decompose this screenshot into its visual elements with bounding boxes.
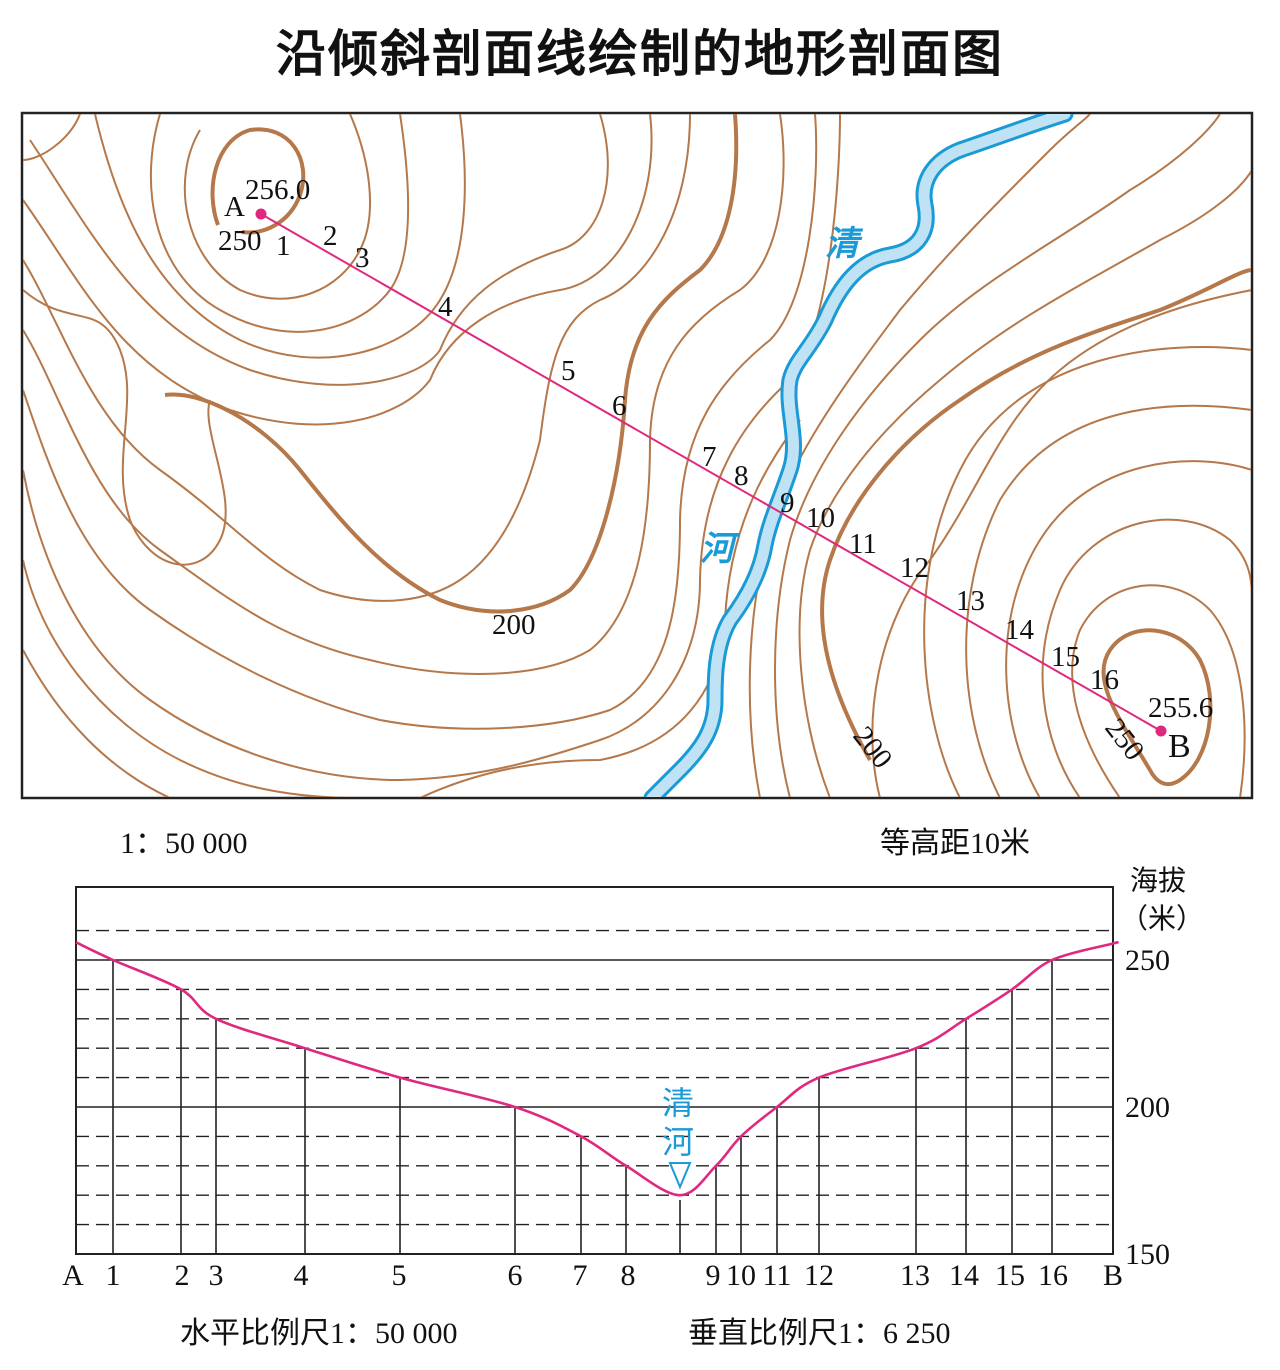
x-label-11: 11 (763, 1259, 792, 1292)
x-label-14: 14 (949, 1259, 979, 1292)
page-title: 沿倾斜剖面线绘制的地形剖面图 (276, 25, 1004, 83)
profile-frame (75, 886, 1114, 1255)
profile-river-label-qing: 清 (662, 1084, 694, 1122)
profile-drop-lines (112, 960, 1053, 1254)
river-label-qing: 清 (825, 224, 864, 264)
contour-line (94, 114, 466, 359)
y-axis-title-line1: 海拔 (1130, 864, 1186, 897)
x-tick-labels: A 1 2 3 4 5 6 7 8 9 10 11 12 13 14 15 16 B (62, 1259, 1123, 1292)
contour-label-200-west: 200 (492, 609, 536, 641)
point-b-marker (1155, 725, 1167, 737)
contour-line (23, 114, 653, 426)
contour-line (23, 114, 81, 161)
point-b-elevation: 255.6 (1148, 692, 1213, 724)
section-point-12: 12 (900, 552, 929, 584)
section-point-14: 14 (1005, 614, 1035, 646)
x-label-6: 6 (508, 1259, 523, 1292)
section-point-6: 6 (612, 390, 627, 422)
contour-line-200 (164, 114, 739, 614)
contour-line (1041, 518, 1251, 797)
contour-label-250-a: 250 (218, 225, 262, 257)
section-point-3: 3 (355, 242, 370, 274)
profile-river-label-he: 河 (662, 1123, 694, 1161)
point-a-marker (255, 208, 267, 220)
x-label-3: 3 (209, 1259, 224, 1292)
contour-line (871, 289, 1251, 797)
river-fill (646, 114, 1071, 797)
contour-line (748, 114, 1091, 797)
map-scale: 1：50 000 (120, 827, 248, 860)
y-tick-labels: 250 200 150 (1125, 944, 1170, 1271)
x-label-4: 4 (294, 1259, 309, 1292)
section-point-2: 2 (323, 220, 338, 252)
contour-line (774, 114, 1221, 797)
x-label-12: 12 (804, 1259, 834, 1292)
section-point-11: 11 (849, 528, 877, 560)
x-label-9: 9 (706, 1259, 721, 1292)
x-label-5: 5 (392, 1259, 407, 1292)
y-tick-150: 150 (1125, 1238, 1170, 1271)
contour-line (29, 114, 609, 386)
river (643, 114, 1074, 797)
section-point-7: 7 (702, 441, 717, 473)
contour-line (1101, 628, 1213, 787)
section-point-10: 10 (806, 502, 835, 534)
y-tick-200: 200 (1125, 1091, 1170, 1124)
x-label-8: 8 (621, 1259, 636, 1292)
x-label-15: 15 (995, 1259, 1025, 1292)
contour-lines (23, 114, 1251, 797)
contour-line (965, 404, 1251, 797)
vertical-scale: 垂直比例尺1：6 250 (688, 1317, 951, 1350)
contour-line (1071, 584, 1246, 797)
section-point-5: 5 (561, 355, 576, 387)
section-point-8: 8 (734, 460, 749, 492)
contour-line (23, 114, 785, 675)
x-label-7: 7 (573, 1259, 588, 1292)
section-point-4: 4 (438, 291, 453, 323)
contour-line (23, 114, 818, 730)
river-water-level-icon (668, 1162, 692, 1190)
section-point-9: 9 (780, 487, 795, 519)
y-tick-250: 250 (1125, 944, 1170, 977)
map-frame (20, 111, 1254, 800)
contour-line (23, 649, 171, 797)
contour-line (923, 346, 1251, 797)
section-line-ab (260, 213, 1162, 732)
point-b-label: B (1168, 728, 1191, 765)
contour-line-200 (820, 268, 1251, 761)
horizontal-scale: 水平比例尺1：50 000 (180, 1317, 458, 1350)
contour-map: 清 河 A 256.0 250 255.6 B 200 200 250 1 2 … (20, 111, 1254, 800)
contour-line (23, 289, 227, 566)
x-label-2: 2 (175, 1259, 190, 1292)
contour-line (419, 419, 801, 797)
contour-line (23, 114, 691, 602)
contour-line (149, 114, 410, 333)
section-point-1: 1 (276, 230, 291, 262)
section-point-13: 13 (956, 585, 985, 617)
contour-line (210, 127, 306, 235)
section-point-15: 15 (1051, 641, 1080, 673)
x-label-B: B (1103, 1259, 1123, 1292)
point-a-elevation: 256.0 (245, 174, 310, 206)
contour-line (1005, 460, 1251, 797)
profile-curve (75, 941, 1119, 1197)
contour-line (183, 114, 372, 300)
contour-interval: 等高距10米 (880, 827, 1030, 860)
x-label-A: A (62, 1259, 84, 1292)
contour-line (23, 559, 361, 797)
x-label-1: 1 (106, 1259, 121, 1292)
x-label-13: 13 (900, 1259, 930, 1292)
contour-line (798, 169, 1251, 797)
section-point-16: 16 (1090, 664, 1119, 696)
profile-grid (75, 886, 1114, 1255)
point-a-label: A (224, 191, 245, 223)
x-label-10: 10 (726, 1259, 756, 1292)
y-axis-title-line2: （米） (1120, 902, 1204, 935)
x-label-16: 16 (1038, 1259, 1068, 1292)
